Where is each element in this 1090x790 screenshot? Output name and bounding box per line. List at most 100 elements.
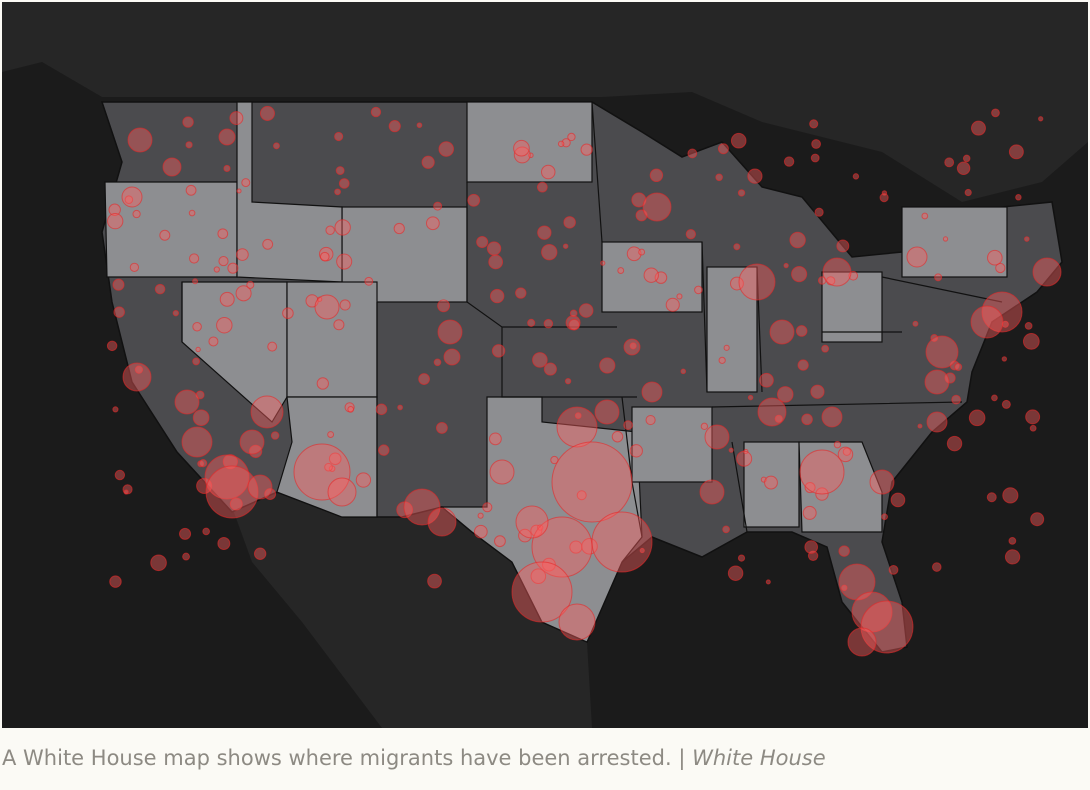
arrest-bubble — [631, 192, 647, 208]
arrest-bubble — [339, 299, 351, 311]
arrest-bubble — [600, 260, 606, 266]
arrest-bubble — [518, 528, 532, 543]
arrest-bubble — [314, 294, 340, 320]
arrest-bubble — [881, 513, 888, 521]
arrest-bubble — [821, 406, 843, 428]
arrest-bubble — [623, 420, 633, 430]
arrest-bubble — [370, 106, 382, 118]
arrest-bubble — [804, 482, 816, 494]
arrest-bubble — [162, 157, 182, 177]
arrest-bubble — [730, 132, 747, 149]
arrest-bubble — [355, 472, 372, 488]
arrest-bubble — [437, 319, 463, 345]
arrest-bubble — [236, 248, 249, 261]
arrest-bubble — [154, 283, 166, 295]
arrest-bubble — [222, 454, 238, 470]
arrest-bubble — [172, 309, 180, 317]
arrest-bubble — [906, 246, 928, 268]
arrest-bubble — [1015, 194, 1022, 201]
arrest-bubble — [208, 336, 219, 347]
arrest-bubble — [246, 280, 255, 289]
arrest-bubble — [129, 262, 140, 272]
arrest-bubble — [324, 462, 333, 472]
arrest-bubble — [569, 309, 578, 318]
arrest-bubble — [241, 178, 251, 188]
arrest-bubble — [1023, 236, 1030, 242]
caption-credit: White House — [692, 746, 826, 770]
arrest-bubble — [388, 120, 401, 133]
arrest-bubble — [491, 344, 506, 358]
arrest-bubble — [838, 563, 876, 601]
arrest-bubble — [574, 412, 582, 420]
arrest-bubble — [629, 444, 643, 458]
caption-text: A White House map shows where migrants h… — [2, 746, 672, 770]
arrest-bubble — [114, 469, 126, 481]
arrest-bubble — [718, 356, 726, 364]
arrest-bubble — [202, 527, 210, 536]
arrest-bubble — [327, 477, 357, 507]
arrest-bubble — [917, 423, 923, 429]
arrest-bubble — [738, 263, 776, 301]
arrest-bubble — [192, 409, 210, 427]
arrest-bubble — [107, 212, 124, 230]
canada — [2, 2, 1088, 202]
arrest-bubbles — [106, 105, 1062, 657]
arrest-bubble — [334, 131, 344, 142]
arrest-bubble — [641, 381, 663, 403]
arrest-bubble — [765, 579, 771, 585]
arrest-bubble — [642, 192, 672, 222]
arrest-bubble — [179, 527, 192, 540]
arrest-bubble — [437, 299, 451, 313]
arrest-bubble — [847, 627, 877, 657]
arrest-bubble — [1025, 409, 1041, 425]
arrest-bubble — [489, 459, 515, 485]
arrest-bubble — [272, 142, 280, 150]
arrest-bubble — [737, 189, 746, 197]
arrest-bubble — [944, 157, 955, 168]
arrest-bubble — [112, 406, 119, 413]
arrest-bubble — [970, 305, 1004, 339]
arrest-bubble — [694, 285, 703, 295]
arrest-bubble — [645, 414, 656, 426]
arrest-bubble — [954, 363, 963, 371]
arrest-bubble — [1004, 549, 1021, 565]
arrest-bubble — [527, 318, 536, 327]
arrest-bubble — [236, 188, 242, 194]
state-borders — [181, 101, 1003, 538]
arrest-bubble — [791, 266, 808, 283]
arrest-bubble — [393, 222, 405, 235]
arrest-bubble — [217, 537, 231, 550]
arrest-bubble — [537, 524, 544, 531]
arrest-bubble — [568, 318, 580, 331]
arrest-bubble — [477, 512, 484, 519]
arrest-bubble — [124, 195, 134, 204]
arrest-bubble — [722, 525, 730, 534]
arrest-bubble — [563, 216, 576, 229]
arrest-bubble — [511, 561, 573, 623]
arrest-bubble — [687, 148, 698, 159]
arrest-bubble — [747, 168, 763, 184]
arrest-bubble — [822, 257, 852, 287]
arrest-bubble — [556, 406, 598, 448]
arrest-bubble — [715, 173, 723, 182]
arrest-bubble — [888, 564, 899, 575]
arrest-bubble — [1001, 356, 1008, 362]
arrest-bubble — [890, 492, 906, 508]
arrest-bubble — [223, 164, 231, 173]
arrest-bubble — [204, 454, 250, 500]
arrest-bubble — [433, 201, 443, 211]
arrest-bubble — [728, 447, 734, 453]
arrest-bubble — [122, 362, 152, 392]
arrest-bubble — [1030, 512, 1045, 527]
arrest-bubble — [736, 450, 753, 467]
light-states — [104, 101, 1008, 643]
arrest-bubble — [639, 547, 645, 554]
arrest-bubble — [611, 430, 624, 443]
arrest-bubble — [912, 320, 919, 327]
mexico — [232, 492, 592, 728]
arrest-bubble — [127, 127, 153, 153]
arrest-bubble — [591, 511, 653, 573]
arrest-bubble — [1001, 399, 1011, 409]
arrest-bubble — [629, 342, 637, 350]
arrest-bubble — [267, 341, 278, 352]
